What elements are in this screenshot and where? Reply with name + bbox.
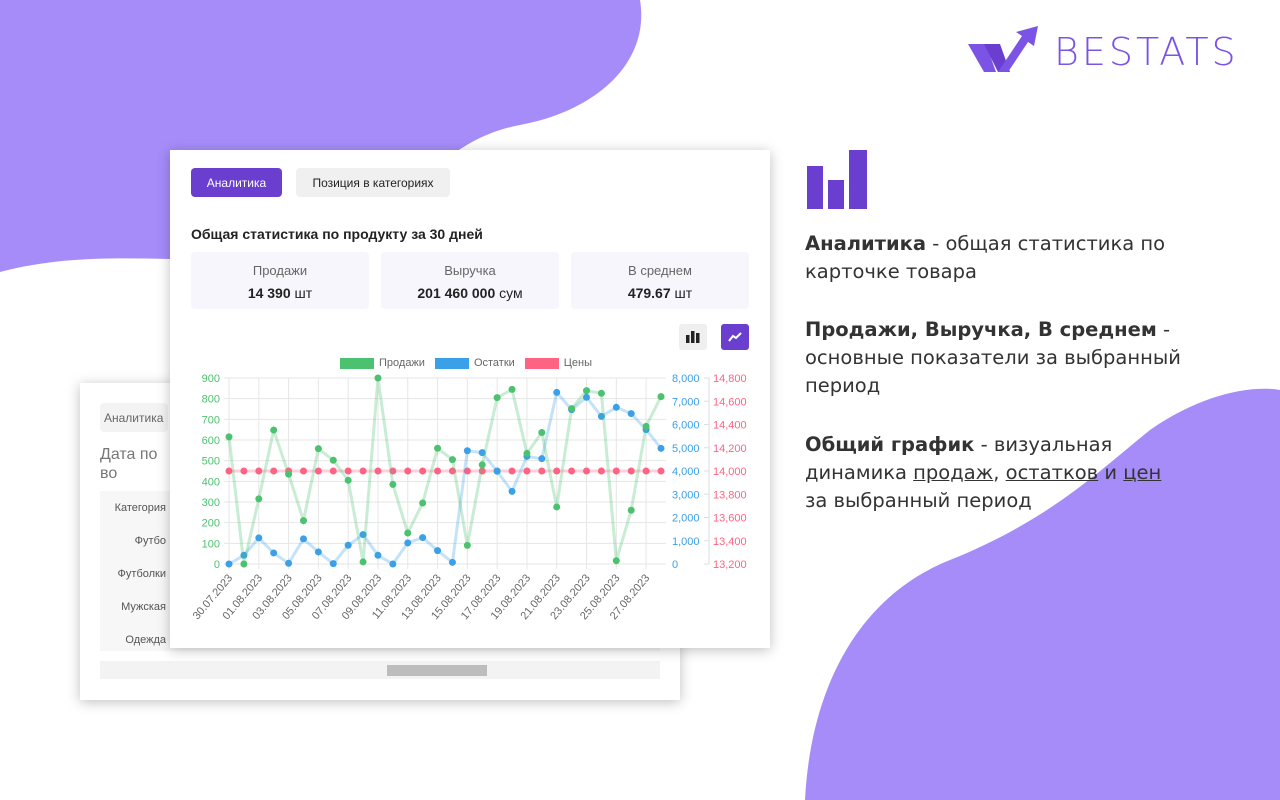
desc-text: - основные показатели за выбранный перио… (805, 318, 1181, 397)
table-row: Мужская (121, 600, 166, 613)
stat-label: Выручка (444, 263, 496, 278)
stat-revenue: Выручка 201 460 000 сум (381, 252, 559, 309)
legend-label: Остатки (473, 357, 515, 369)
bar-chart-button[interactable] (679, 324, 707, 350)
stat-average: В среднем 479.67 шт (571, 252, 749, 309)
stat-label: Продажи (252, 263, 308, 278)
logo-mark-icon (968, 26, 1038, 72)
table-row: Футболки (117, 567, 166, 580)
bestats-logo: BESTATS (966, 26, 1239, 78)
tab-analytics-back[interactable]: Аналитика (100, 403, 168, 432)
stat-unit: шт (294, 285, 313, 301)
description-chart: Общий график - визуальная динамика прода… (805, 431, 1165, 515)
legend-label: Цены (563, 357, 593, 369)
analytics-bars-icon (807, 150, 867, 209)
bar-chart-icon (686, 331, 700, 343)
desc-text: - общая статистика по карточке товара (805, 232, 1166, 283)
legend-label: Продажи (379, 357, 425, 369)
line-chart-button[interactable] (721, 324, 749, 350)
legend-item-stock[interactable]: Остатки (434, 357, 515, 369)
table-row: Категория (114, 501, 166, 514)
stats-title: Общая статистика по продукту за 30 дней (191, 226, 483, 242)
desc-bold: Общий график (805, 433, 975, 456)
chart-legend: Продажи Остатки Цены (340, 357, 592, 369)
line-chart-icon (728, 332, 742, 342)
horizontal-scrollbar[interactable] (100, 661, 660, 679)
back-heading: Дата по во (100, 446, 158, 482)
table-row: Футбо (134, 534, 166, 547)
desc-bold: Аналитика (805, 232, 927, 255)
stat-label: В среднем (628, 263, 692, 278)
comma: , (993, 461, 1000, 484)
scrollbar-thumb[interactable] (387, 665, 487, 676)
link-stock: остатков (1005, 461, 1099, 484)
stat-value: 201 460 000 (417, 285, 496, 301)
link-sales: продаж (913, 461, 994, 484)
description-metrics: Продажи, Выручка, В среднем - основные п… (805, 316, 1205, 400)
stat-value: 14 390 (247, 285, 291, 301)
legend-item-prices[interactable]: Цены (524, 357, 593, 369)
legend-item-sales[interactable]: Продажи (340, 357, 425, 369)
tab-category-position[interactable]: Позиция в категориях (296, 168, 450, 197)
stat-unit: сум (499, 285, 523, 301)
stat-unit: шт (674, 285, 693, 301)
description-analytics: Аналитика - общая статистика по карточке… (805, 230, 1205, 286)
stat-value: 479.67 (627, 285, 671, 301)
stat-sales: Продажи 14 390 шт (191, 252, 369, 309)
desc-text: и (1098, 461, 1124, 484)
analytics-panel: Аналитика Позиция в категориях Общая ста… (170, 150, 770, 648)
desc-bold: Продажи, Выручка, В среднем (805, 318, 1157, 341)
desc-text: - визуальная динамика (805, 433, 1113, 484)
desc-text: за выбранный период (805, 489, 1032, 512)
link-prices: цен (1123, 461, 1162, 484)
table-row: Одежда (125, 633, 166, 646)
tab-analytics[interactable]: Аналитика (191, 168, 282, 197)
